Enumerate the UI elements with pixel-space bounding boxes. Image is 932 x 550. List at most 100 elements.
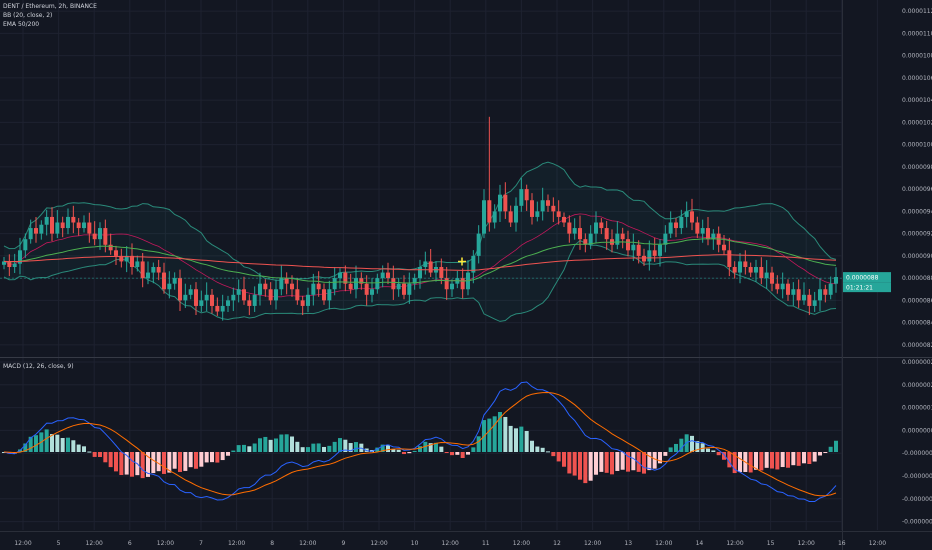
macd-hist-bar xyxy=(471,447,476,452)
ema-indicator-label[interactable]: EMA 50/200 xyxy=(3,21,40,28)
macd-hist-bar xyxy=(711,450,716,452)
candle-body xyxy=(119,255,124,262)
candle-body xyxy=(460,278,465,290)
candle-body xyxy=(546,200,550,206)
candle-body xyxy=(487,200,492,223)
candle-body xyxy=(439,267,444,279)
macd-hist-bar xyxy=(556,452,561,462)
macd-hist-bar xyxy=(290,436,294,452)
candle-body xyxy=(402,283,406,295)
candle-body xyxy=(663,233,668,245)
candle-body xyxy=(786,283,790,295)
candle-body xyxy=(524,189,529,201)
candle-body xyxy=(615,233,620,245)
time-tick-label: 12:00 xyxy=(442,540,459,547)
macd-hist-bar xyxy=(780,452,785,468)
macd-line xyxy=(3,381,837,502)
time-axis[interactable]: 12:00 5 12:00 6 12:00 7 12:00 8 12:00 9 12:00 10 12:… xyxy=(14,540,886,547)
candle-body xyxy=(823,289,828,295)
candle-body xyxy=(140,261,145,279)
candle-body xyxy=(514,205,518,223)
candle-body xyxy=(92,233,97,240)
candle-body xyxy=(194,289,198,306)
candle-body xyxy=(519,189,524,206)
macd-histogram xyxy=(2,412,838,484)
candle-body xyxy=(706,228,710,240)
candle-body xyxy=(258,283,262,295)
macd-hist-bar xyxy=(578,452,582,480)
macd-hist-bar xyxy=(407,452,412,454)
candle-body xyxy=(674,222,678,229)
candle-body xyxy=(23,239,28,251)
macd-hist-bar xyxy=(812,452,817,462)
candle-body xyxy=(476,233,481,256)
macd-hist-bar xyxy=(306,447,310,452)
macd-hist-bar xyxy=(194,452,198,469)
macd-hist-bar xyxy=(546,451,550,453)
candle-body xyxy=(7,261,12,267)
candle-body xyxy=(114,250,118,256)
macd-hist-bar xyxy=(375,447,380,452)
macd-hist-bar xyxy=(796,452,801,466)
macd-hist-bar xyxy=(428,443,433,452)
candle-body xyxy=(322,289,326,301)
macd-hist-bar xyxy=(583,452,588,484)
macd-axis[interactable]: 0.0000002 0.0000002 0.0000001 0.0000000 -0.0… xyxy=(902,359,932,526)
countdown-label: 01:21:21 xyxy=(846,285,873,292)
candle-body xyxy=(578,228,582,240)
macd-hist-bar xyxy=(92,452,97,457)
macd-hist-bar xyxy=(668,447,673,452)
macd-hist-bar xyxy=(71,440,76,452)
macd-hist-bar xyxy=(156,452,161,472)
candle-body xyxy=(828,283,833,295)
candle-body xyxy=(690,211,694,223)
price-tick-label: 0.0000098 xyxy=(902,164,932,171)
symbol-title[interactable]: DENT / Ethereum, 2h, BINANCE xyxy=(3,3,97,10)
time-tick-label: 7 xyxy=(199,540,203,547)
macd-hist-bar xyxy=(279,434,284,452)
macd-hist-bar xyxy=(172,452,177,469)
price-axis[interactable]: 0.0000112 0.0000110 0.0000108 0.0000106 0.00… xyxy=(902,8,932,349)
macd-hist-bar xyxy=(540,447,545,452)
macd-hist-bar xyxy=(146,452,150,477)
macd-hist-bar xyxy=(738,452,742,473)
macd-hist-bar xyxy=(28,436,33,452)
candle-body xyxy=(284,278,289,284)
candle-body xyxy=(327,289,332,301)
macd-hist-bar xyxy=(620,452,625,470)
macd-hist-bar xyxy=(690,435,694,452)
candle-body xyxy=(103,228,108,245)
price-tick-label: 0.0000096 xyxy=(902,186,932,193)
macd-indicator-label[interactable]: MACD (12, 26, close, 9) xyxy=(3,363,74,370)
macd-hist-bar xyxy=(770,452,774,469)
candle-body xyxy=(732,267,737,273)
macd-hist-bar xyxy=(188,452,193,468)
candle-body xyxy=(359,278,364,284)
macd-hist-bar xyxy=(599,452,604,472)
candle-body xyxy=(722,244,726,251)
candle-body xyxy=(274,289,278,301)
crosshair-icon xyxy=(458,257,466,266)
time-tick-label: 12:00 xyxy=(726,540,743,547)
bb-indicator-label[interactable]: BB (20, close, 2) xyxy=(3,12,53,19)
macd-hist-bar xyxy=(386,444,390,452)
macd-hist-bar xyxy=(199,452,204,467)
macd-hist-bar xyxy=(274,438,278,452)
macd-hist-bar xyxy=(44,429,49,452)
macd-hist-bar xyxy=(492,416,497,452)
candle-body xyxy=(412,278,417,284)
candle-body xyxy=(738,261,742,273)
candle-body xyxy=(748,267,753,273)
candle-body xyxy=(658,244,662,256)
candle-body xyxy=(647,250,652,262)
candle-body xyxy=(364,283,369,295)
candle-body xyxy=(172,278,177,284)
candle-body xyxy=(386,272,390,279)
price-tick-label: 0.0000086 xyxy=(902,297,932,304)
candle-body xyxy=(82,222,86,229)
countdown-tag xyxy=(843,282,891,293)
macd-hist-bar xyxy=(674,443,678,452)
candle-body xyxy=(631,244,636,251)
